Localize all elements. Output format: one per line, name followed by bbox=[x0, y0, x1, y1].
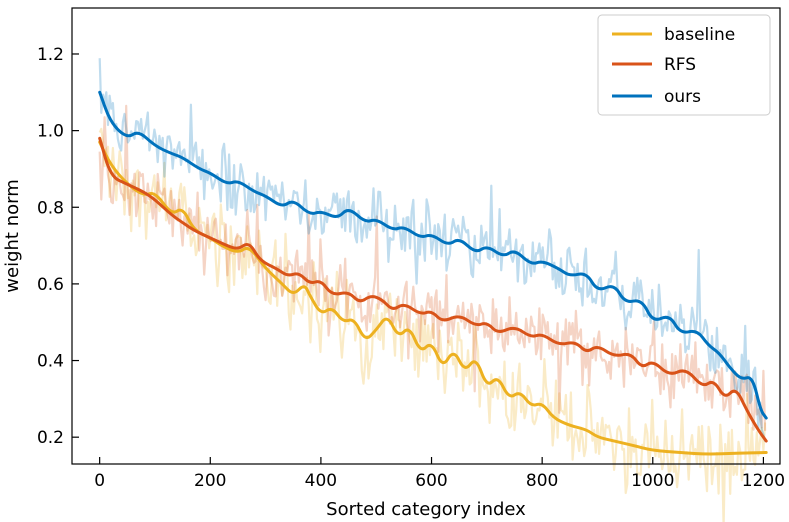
y-tick-label-3: 0.8 bbox=[37, 198, 64, 218]
x-axis-label: Sorted category index bbox=[326, 499, 526, 520]
smoothed-lines bbox=[98, 90, 768, 456]
series-rfs-raw bbox=[98, 104, 767, 431]
y-axis-label: weight norm bbox=[2, 179, 23, 292]
raw-noise-bands bbox=[98, 58, 767, 522]
y-tick-label-4: 1.0 bbox=[37, 122, 64, 142]
series-rfs-line bbox=[98, 136, 768, 443]
x-tick-label-600: 600 bbox=[415, 471, 447, 491]
x-tick-label-200: 200 bbox=[194, 471, 226, 491]
x-tick-label-400: 400 bbox=[305, 471, 337, 491]
series-baseline-line bbox=[98, 140, 768, 456]
y-tick-label-2: 0.6 bbox=[37, 275, 64, 295]
legend-box bbox=[597, 14, 771, 116]
y-tick-label-1: 0.4 bbox=[37, 352, 64, 372]
x-tick-label-1200: 1200 bbox=[742, 471, 785, 491]
y-axis-ticks: 0.2 0.4 0.6 0.8 1.0 1.2 bbox=[37, 45, 79, 448]
legend-label-baseline: baseline bbox=[664, 25, 735, 45]
legend-label-ours: ours bbox=[664, 87, 701, 107]
legend-label-rfs: RFS bbox=[664, 55, 696, 75]
y-tick-label-5: 1.2 bbox=[37, 45, 64, 65]
legend: baseline RFS ours bbox=[597, 14, 771, 116]
y-tick-label-0: 0.2 bbox=[37, 428, 64, 448]
series-ours-raw bbox=[98, 58, 767, 442]
x-tick-label-1000: 1000 bbox=[631, 471, 674, 491]
x-axis-ticks: 0 200 400 600 800 1000 1200 bbox=[94, 457, 785, 491]
plot-frame bbox=[71, 7, 781, 465]
series-ours-line bbox=[98, 90, 768, 420]
series-baseline-raw bbox=[98, 127, 767, 522]
x-tick-label-800: 800 bbox=[526, 471, 558, 491]
x-tick-label-0: 0 bbox=[94, 471, 105, 491]
